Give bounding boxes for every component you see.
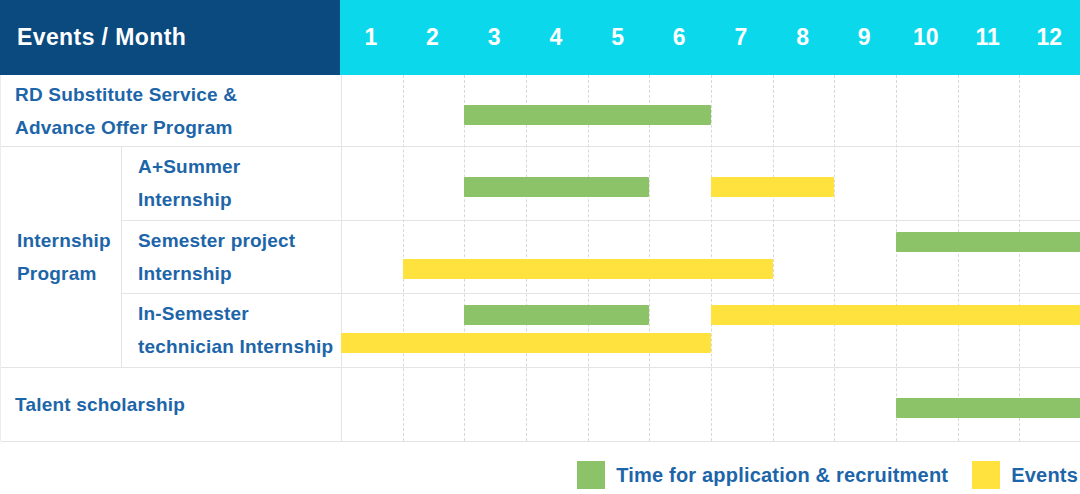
legend-swatch-application (577, 461, 605, 489)
bar-events (341, 333, 711, 353)
column-divider (341, 75, 342, 441)
legend-swatch-events (972, 461, 1000, 489)
bar-events (403, 259, 773, 279)
month-gridline (526, 75, 527, 441)
group-label: InternshipProgram (1, 146, 121, 367)
month-gridline (773, 75, 774, 441)
chart-body: InternshipProgramRD Substitute Service &… (0, 75, 1080, 441)
legend: Time for application & recruitment Events (0, 460, 1078, 490)
legend-item-application: Time for application & recruitment (577, 461, 948, 489)
row-label-line: In-Semester (138, 297, 341, 330)
group-label-line: Program (17, 257, 121, 290)
bar-application (464, 105, 711, 125)
month-header-cell: 10 (895, 0, 957, 75)
month-header-cell: 4 (525, 0, 587, 75)
month-header-cell: 11 (957, 0, 1019, 75)
row-label-line: Talent scholarship (15, 388, 341, 421)
month-header-cell: 3 (463, 0, 525, 75)
row-label-line: Internship (138, 257, 341, 290)
bar-application (464, 177, 649, 197)
bar-events (711, 177, 834, 197)
month-header-row: 123456789101112 (340, 0, 1080, 75)
month-header-cell: 5 (587, 0, 649, 75)
legend-label: Events (1011, 464, 1078, 487)
row-label: RD Substitute Service &Advance Offer Pro… (1, 75, 341, 146)
row-divider (1, 441, 1080, 442)
month-gridline (958, 75, 959, 441)
month-gridline (588, 75, 589, 441)
month-gridline (834, 75, 835, 441)
month-header-cell: 2 (402, 0, 464, 75)
row-label-line: A+Summer (138, 150, 341, 183)
row-label-line: Semester project (138, 224, 341, 257)
month-header-cell: 7 (710, 0, 772, 75)
row-label-line: Advance Offer Program (15, 111, 341, 144)
bar-application (464, 305, 649, 325)
month-gridline (1019, 75, 1020, 441)
month-header-cell: 1 (340, 0, 402, 75)
group-label-line: Internship (17, 224, 121, 257)
bar-application (896, 398, 1080, 418)
month-header-cell: 12 (1018, 0, 1080, 75)
bar-events (711, 305, 1080, 325)
month-header-cell: 8 (772, 0, 834, 75)
row-label-line: RD Substitute Service & (15, 78, 341, 111)
bar-application (896, 232, 1080, 252)
row-label-line: technician Internship (138, 330, 341, 363)
month-gridline (711, 75, 712, 441)
legend-label: Time for application & recruitment (616, 464, 948, 487)
legend-item-events: Events (972, 461, 1078, 489)
month-header-cell: 6 (648, 0, 710, 75)
month-gridline (896, 75, 897, 441)
gantt-chart: Events / Month 123456789101112 Internshi… (0, 0, 1080, 494)
row-label: A+SummerInternship (121, 146, 341, 220)
row-label: In-Semestertechnician Internship (121, 293, 341, 367)
month-gridline (403, 75, 404, 441)
month-gridline (649, 75, 650, 441)
row-label-line: Internship (138, 183, 341, 216)
events-month-header: Events / Month (0, 0, 340, 75)
row-label: Talent scholarship (1, 367, 341, 441)
month-gridline (464, 75, 465, 441)
month-header-cell: 9 (833, 0, 895, 75)
row-label: Semester projectInternship (121, 220, 341, 293)
